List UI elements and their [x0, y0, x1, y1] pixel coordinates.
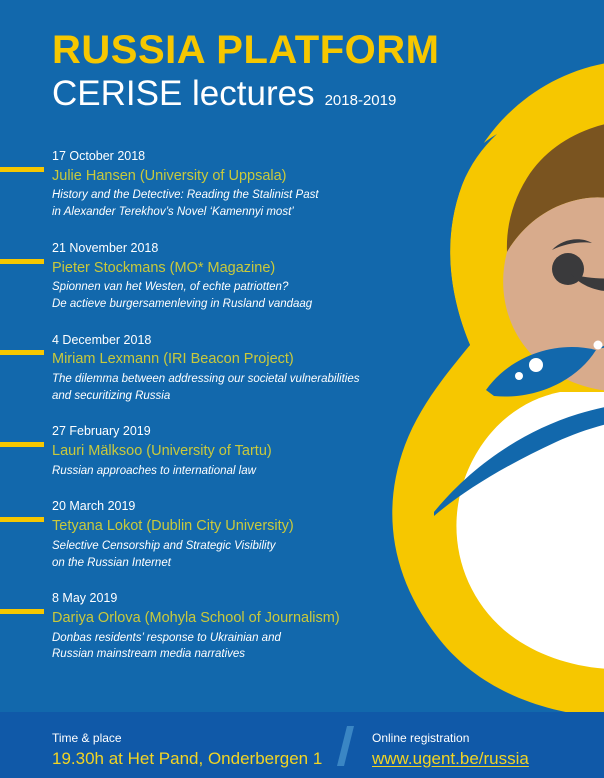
doll-dot-1 — [529, 358, 543, 372]
list-item: 17 October 2018 Julie Hansen (University… — [0, 148, 430, 221]
scarf-inner-notch — [432, 134, 497, 360]
registration-label: Online registration — [372, 731, 470, 745]
list-item: 21 November 2018 Pieter Stockmans (MO* M… — [0, 240, 430, 313]
lecture-topic: Russian approaches to international law — [52, 463, 430, 480]
footer-time-place: Time & place 19.30h at Het Pand, Onderbe… — [52, 730, 322, 771]
lecture-speaker: Miriam Lexmann (IRI Beacon Project) — [52, 351, 294, 368]
lecture-topic-line: Selective Censorship and Strategic Visib… — [52, 539, 276, 552]
lecture-topic-line: and securitizing Russia — [52, 389, 171, 402]
doll-eyebrow — [552, 239, 592, 250]
lecture-topic: Selective Censorship and Strategic Visib… — [52, 538, 430, 571]
doll-hair — [506, 124, 604, 252]
bullet-dash-icon — [0, 166, 44, 172]
list-item: 8 May 2019 Dariya Orlova (Mohyla School … — [0, 590, 430, 663]
lecture-date: 8 May 2019 — [52, 591, 118, 606]
lecture-topic: History and the Detective: Reading the S… — [52, 187, 430, 220]
bullet-dash-icon — [0, 442, 44, 448]
lecture-date: 4 December 2018 — [52, 332, 152, 347]
lecture-speaker: Julie Hansen (University of Uppsala) — [52, 167, 287, 184]
lecture-topic-line: Russian approaches to international law — [52, 464, 256, 477]
lecture-topic-line: Russian mainstream media narratives — [52, 648, 246, 661]
lecture-topic-line: in Alexander Terekhov’s Novel ‘Kamennyi … — [52, 206, 294, 219]
doll-dot-3 — [593, 340, 603, 350]
lecture-speaker: Pieter Stockmans (MO* Magazine) — [52, 259, 276, 276]
poster-heading: RUSSIA PLATFORM CERISE lectures 2018-201… — [52, 30, 439, 111]
bullet-dash-icon — [0, 517, 44, 523]
lecture-topic-line: De actieve burgersamenleving in Rusland … — [52, 297, 313, 310]
lecture-date: 17 October 2018 — [52, 149, 146, 163]
lecture-speaker: Dariya Orlova (Mohyla School of Journali… — [52, 610, 340, 627]
lecture-topic-line: The dilemma between addressing our socie… — [52, 373, 360, 385]
footer-divider-slash — [337, 726, 354, 766]
doll-apron — [456, 392, 604, 669]
academic-year-label: 2018-2019 — [324, 92, 397, 109]
poster-footer: Time & place 19.30h at Het Pand, Onderbe… — [0, 712, 604, 778]
page-subtitle: CERISE lectures — [52, 74, 315, 113]
bullet-dash-icon — [0, 350, 44, 356]
time-place-label: Time & place — [52, 731, 122, 745]
lecture-list: 17 October 2018 Julie Hansen (University… — [0, 148, 430, 682]
lecture-date: 21 November 2018 — [52, 240, 159, 255]
lecture-topic-line: Spionnen van het Westen, of echte patrio… — [52, 281, 289, 294]
lecture-topic: Spionnen van het Westen, of echte patrio… — [52, 279, 430, 312]
bullet-dash-icon — [0, 609, 44, 615]
doll-leaf-right — [598, 345, 604, 349]
doll-smile-main — [571, 274, 604, 291]
doll-leaf-left — [486, 347, 596, 397]
page-title: RUSSIA PLATFORM — [52, 28, 440, 72]
lecture-topic-line: Donbas residents’ response to Ukrainian … — [52, 631, 281, 644]
list-item: 20 March 2019 Tetyana Lokot (Dublin City… — [0, 498, 430, 571]
lecture-topic: The dilemma between addressing our socie… — [52, 371, 430, 404]
lecture-topic-line: on the Russian Internet — [52, 556, 171, 569]
lecture-speaker: Lauri Mälksoo (University of Tartu) — [52, 443, 272, 460]
doll-eye — [552, 253, 584, 285]
registration-link[interactable]: www.ugent.be/russia — [372, 748, 529, 768]
lecture-topic-line: History and the Detective: Reading the S… — [52, 189, 319, 202]
lecture-speaker: Tetyana Lokot (Dublin City University) — [52, 518, 294, 535]
lecture-date: 20 March 2019 — [52, 499, 136, 514]
bullet-dash-icon — [0, 258, 44, 264]
footer-registration: Online registration www.ugent.be/russia — [372, 730, 529, 771]
doll-stem — [434, 407, 604, 516]
lecture-date: 27 February 2019 — [52, 424, 151, 439]
doll-dot-2 — [515, 372, 523, 380]
lecture-topic: Donbas residents’ response to Ukrainian … — [52, 630, 430, 663]
time-place-value: 19.30h at Het Pand, Onderbergen 1 — [52, 748, 323, 768]
subtitle-row: CERISE lectures 2018-2019 — [52, 76, 439, 111]
list-item: 4 December 2018 Miriam Lexmann (IRI Beac… — [0, 332, 430, 405]
doll-face — [503, 197, 604, 391]
list-item: 27 February 2019 Lauri Mälksoo (Universi… — [0, 423, 430, 479]
